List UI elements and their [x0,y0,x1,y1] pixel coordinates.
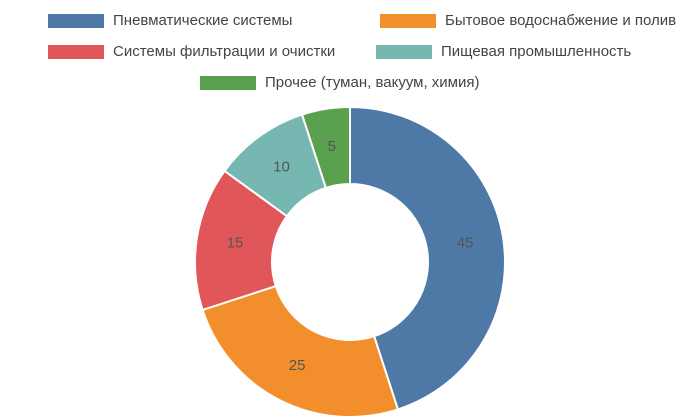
legend-swatch [200,76,256,90]
legend-swatch [380,14,436,28]
legend-label: Бытовое водоснабжение и полив [445,12,676,29]
donut-segment [349,105,506,411]
legend-label: Прочее (туман, вакуум, химия) [265,74,479,91]
donut-segment [201,284,400,418]
data-label: 25 [289,357,306,374]
donut-segment [300,105,351,190]
legend-swatch [376,45,432,59]
legend-swatch [48,45,104,59]
legend-swatch [48,14,104,28]
donut-segment [194,169,289,312]
legend-label: Пищевая промышленность [441,43,631,60]
data-label: 10 [273,159,290,176]
legend-label: Системы фильтрации и очистки [113,43,335,60]
data-label: 5 [328,138,336,155]
legend-label: Пневматические системы [113,12,292,29]
data-label: 45 [457,235,474,252]
data-label: 15 [227,235,244,252]
